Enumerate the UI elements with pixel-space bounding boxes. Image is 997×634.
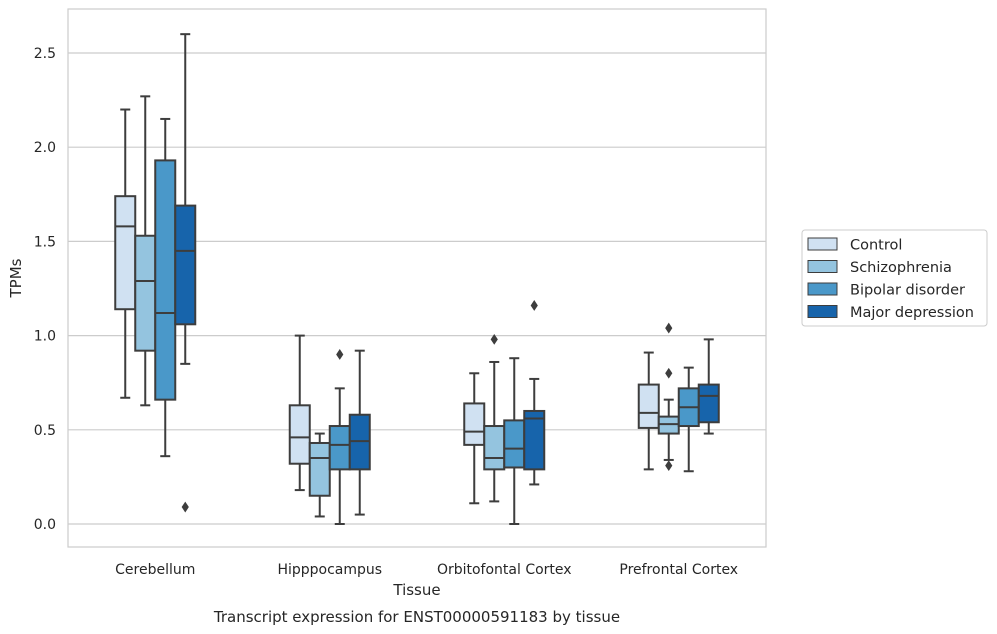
box [174, 204, 197, 326]
legend-frame [801, 229, 988, 327]
x-tick-label: Orbitofontal Cortex [437, 562, 572, 578]
y-axis-label: TPMs [7, 258, 25, 298]
box-group [523, 300, 546, 486]
x-tick-label: Hipppocampus [277, 562, 382, 578]
y-tick-label: 0.5 [34, 423, 56, 439]
box-group [657, 322, 680, 471]
y-tick-labels: 0.0 0.5 1.0 1.5 2.0 2.5 [34, 46, 56, 533]
box [483, 425, 506, 471]
box-group [483, 333, 506, 503]
y-tick-label: 1.5 [34, 234, 56, 250]
box [308, 441, 331, 497]
legend-label: Control [850, 238, 902, 254]
box-group [348, 349, 371, 516]
box-group [174, 33, 197, 513]
legend-swatch [807, 282, 838, 296]
box [463, 402, 486, 446]
box [114, 195, 137, 311]
box-group [697, 338, 720, 435]
y-tick-label: 2.0 [34, 140, 56, 156]
box [523, 409, 546, 471]
legend-swatch [807, 260, 838, 273]
box [328, 425, 351, 471]
box-group [503, 357, 526, 525]
box-group [463, 372, 486, 505]
box [288, 404, 311, 465]
outlier-point [665, 367, 673, 379]
box-group [288, 334, 311, 492]
chart-caption: Transcript expression for ENST0000059118… [213, 608, 620, 626]
box [503, 419, 526, 469]
y-tick-label: 2.5 [34, 46, 56, 62]
box [134, 234, 157, 352]
legend-label: Schizophrenia [850, 260, 952, 276]
outlier-point [530, 300, 538, 311]
box [637, 383, 660, 429]
outlier-point [665, 322, 673, 334]
y-tick-label: 1.0 [34, 329, 56, 345]
outlier-point [490, 333, 498, 345]
y-tick-label: 0.0 [34, 517, 56, 533]
x-tick-label: Cerebellum [115, 562, 195, 578]
box-group [637, 351, 660, 471]
outlier-point [665, 460, 673, 471]
box-group [328, 349, 351, 525]
box [154, 159, 177, 401]
legend: Control Schizophrenia Bipolar disorder Majo… [801, 229, 988, 327]
legend-label: Bipolar disorder [850, 283, 965, 299]
box-group [677, 366, 700, 473]
box-groups [114, 33, 720, 525]
legend-swatch [807, 305, 838, 318]
outlier-point [181, 501, 189, 513]
x-axis-label: Tissue [392, 581, 440, 599]
x-tick-label: Prefrontal Cortex [619, 562, 738, 578]
legend-swatch [807, 237, 838, 251]
outlier-point [336, 349, 344, 360]
legend-label: Major depression [850, 305, 974, 321]
x-tick-labels: Cerebellum Hipppocampus Orbitofontal Corte… [115, 562, 738, 578]
box [697, 383, 720, 424]
